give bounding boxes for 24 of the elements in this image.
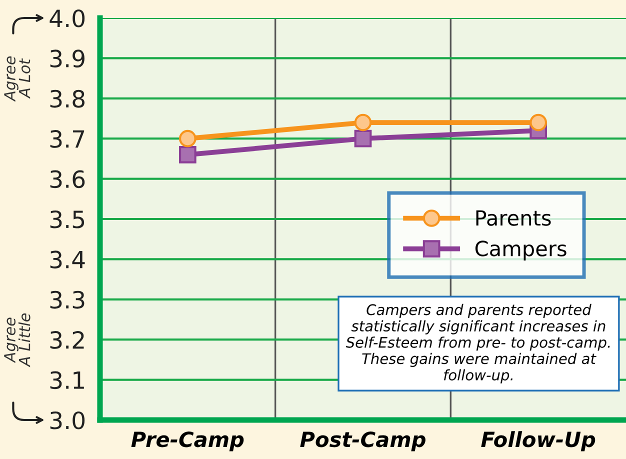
point	[354, 130, 372, 148]
y-tick-label: 3.2	[50, 331, 84, 349]
point	[354, 114, 372, 132]
annotation: Campers and parents reported statistically significant increases in Self-Esteem from pre- to post-camp. These gains were maintained at follow-up.	[346, 304, 610, 384]
point	[178, 146, 196, 164]
y-tick-label: 3.5	[50, 210, 84, 228]
x-tick-label: Post-Camp	[300, 431, 426, 452]
y-tick-label: 4.0	[50, 9, 85, 28]
point	[178, 130, 196, 148]
y-tick-label: 3.4	[50, 250, 85, 269]
x-tick-label: Pre-Camp	[131, 431, 244, 452]
y-tick-label: 3.1	[50, 371, 84, 390]
y-tick-label: 3.9	[50, 50, 84, 68]
text: Agree A Lot	[4, 56, 30, 102]
y-tick-label: 3.8	[50, 90, 84, 108]
x-tick-label: Follow-Up	[481, 431, 596, 452]
point	[530, 114, 548, 132]
text: Agree A Little	[4, 313, 30, 368]
legend-label: Campers	[475, 240, 566, 260]
y-tick-label: 3.3	[50, 290, 84, 309]
legend-label: Parents	[476, 210, 551, 226]
y-tick-label: 3.0	[50, 411, 85, 430]
y-tick-label: 3.7	[50, 130, 84, 148]
y-tick-label: 3.6	[50, 170, 85, 188]
